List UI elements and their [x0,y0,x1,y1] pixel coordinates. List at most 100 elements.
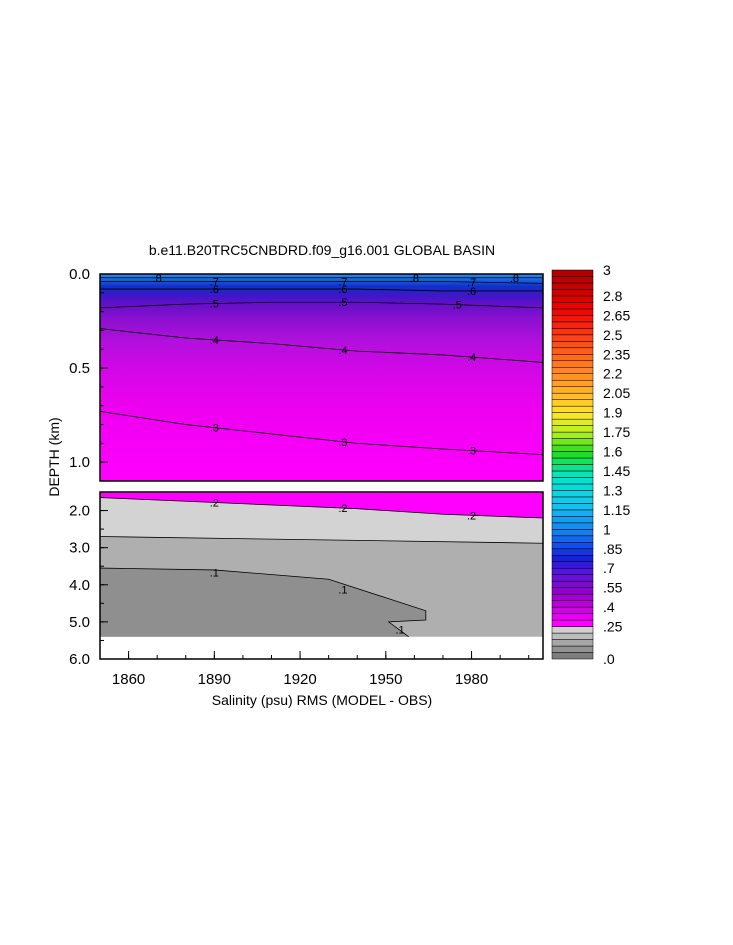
contour-label: .8 [153,273,162,285]
contour-label: .3 [338,437,347,449]
contour-label: .7 [467,277,476,289]
contour-label: .4 [467,352,476,364]
colorbar-bin [551,444,594,452]
contour-label: .5 [210,298,219,310]
contour-label: .3 [467,446,476,458]
colorbar-bin [551,282,594,290]
y-tick-label: 1.0 [69,454,90,471]
contour-label: .5 [453,300,462,312]
y-tick-label: 6.0 [69,651,90,668]
colorbar-tick-label: 2.5 [603,327,623,343]
colorbar-bin [551,321,594,329]
colorbar-bin [551,418,594,426]
colorbar-bin [551,302,594,310]
colorbar-bin [551,470,594,478]
colorbar-bin [551,593,594,601]
contour-line-4 [100,328,543,363]
contour-label: .4 [338,345,347,357]
colorbar-bin [551,328,594,336]
y-tick-label: 2.0 [69,503,90,520]
colorbar-tick-label: 1.3 [603,482,623,498]
x-axis: 1860 1890 1920 1950 1980 [99,651,530,688]
y-tick-label: 0.5 [69,360,90,377]
y-axis-label: DEPTH (km) [46,417,62,496]
colorbar-labels: 3 2.8 2.65 2.5 2.35 2.2 2.05 1.9 1.75 1.6 1.45 1.3 1… [603,262,630,667]
band-0.15-0.20 [100,492,543,544]
contour-label: .3 [210,423,219,435]
colorbar-bin [551,289,594,297]
contour-line-0.1 [100,567,427,638]
colorbar-bin [551,425,594,433]
colorbar-bin [551,645,594,653]
colorbar-tick-label: .85 [603,541,623,557]
colorbar-tick-label: .55 [603,580,623,596]
y-tick-label: 3.0 [69,540,90,557]
colorbar-bin [551,548,594,556]
colorbar-bin [551,632,594,640]
upper-y-axis: 0.0 0.5 1.0 [69,266,108,482]
colorbar-bin [551,652,594,660]
contour-label: .7 [338,277,347,289]
colorbar-bin [551,457,594,465]
colorbar-bin [551,503,594,511]
colorbar-bin [551,451,594,459]
colorbar-bin [551,483,594,491]
colorbar-tick-label: 1.9 [603,405,623,421]
contour-label: .7 [210,277,219,289]
colorbar-bin [551,438,594,446]
colorbar-bin [551,587,594,595]
contour-line-3 [100,410,543,456]
contour-label: .2 [467,510,476,522]
colorbar-tick-label: .0 [603,651,615,667]
contour-label: .1 [338,585,347,597]
contour-label: .2 [338,503,347,515]
colorbar-bin [551,574,594,582]
colorbar-bin [551,490,594,498]
x-axis-label: Salinity (psu) RMS (MODEL - OBS) [212,692,432,708]
lower-y-axis: 2.0 3.0 4.0 5.0 6.0 [69,491,108,668]
colorbar [551,269,594,660]
contour-label: .6 [467,286,476,298]
colorbar-bin [551,315,594,323]
colorbar-tick-label: 1 [603,521,611,537]
lower-depth-panel: .2 .2 .2 .1 .1 .1 [100,492,543,659]
colorbar-bin [551,522,594,530]
x-tick-label: 1980 [455,671,488,688]
x-tick-label: 1920 [283,671,316,688]
colorbar-bin [551,386,594,394]
colorbar-bin [551,619,594,627]
contour-line-5 [100,301,543,309]
contour-label: .8 [410,273,419,285]
colorbar-bin [551,308,594,316]
contour-label: .5 [338,297,347,309]
contour-line-6 [100,288,543,292]
colorbar-tick-label: .25 [603,619,623,635]
contour-line-7 [100,281,543,284]
colorbar-tick-label: 3 [603,262,611,278]
colorbar-bin [551,613,594,621]
colorbar-bin [551,412,594,420]
colorbar-bin [551,516,594,524]
contour-label: .6 [338,284,347,296]
colorbar-tick-label: 2.05 [603,385,630,401]
colorbar-bin [551,567,594,575]
colorbar-bin [551,555,594,562]
y-tick-label: 0.0 [69,266,90,283]
colorbar-tick-label: 1.45 [603,463,630,479]
colorbar-bin [551,276,594,284]
colorbar-bin [551,347,594,355]
colorbar-tick-label: .4 [603,599,615,615]
colorbar-bin [551,561,594,569]
colorbar-bin [551,360,594,368]
colorbar-bin [551,354,594,362]
contour-label: .4 [210,335,219,347]
contour-line-0.15 [100,536,543,544]
colorbar-bin [551,341,594,349]
colorbar-bin [551,295,594,303]
upper-depth-panel: .8.8.8.7.7.7.6.6.6.5.5.5.4.4.4.3.3.3 [100,273,543,481]
colorbar-tick-label: 2.65 [603,307,630,323]
x-tick-label: 1950 [369,671,402,688]
colorbar-bin [551,600,594,608]
upper-panel-frame [99,273,544,482]
colorbar-bin [551,392,594,400]
